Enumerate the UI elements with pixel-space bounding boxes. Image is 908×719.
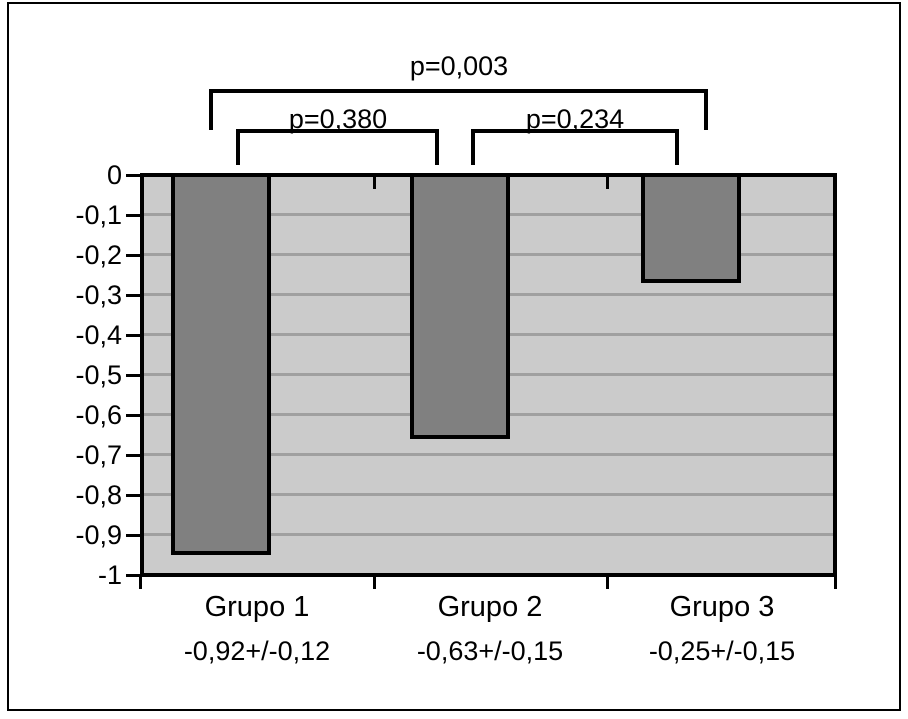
y-axis-tick <box>126 454 140 457</box>
significance-bracket-bar <box>236 129 439 133</box>
category-axis-tick <box>373 177 376 189</box>
y-axis-tick <box>126 574 140 577</box>
y-axis-tick <box>126 374 140 377</box>
p-value-label: p=0,380 <box>288 104 388 134</box>
y-axis-label: -1 <box>97 560 122 590</box>
significance-bracket-bar <box>471 129 679 133</box>
significance-bracket-leg <box>236 129 240 165</box>
category-label-grupo-3: Grupo 3 <box>669 591 775 623</box>
y-axis-label: -0,7 <box>75 440 122 470</box>
gridline <box>144 493 833 496</box>
y-axis-tick <box>126 214 140 217</box>
y-axis-tick <box>126 494 140 497</box>
y-axis-tick <box>126 174 140 177</box>
bar-grupo-1 <box>171 177 271 555</box>
bar-grupo-3 <box>641 177 741 283</box>
y-axis-tick <box>126 254 140 257</box>
category-label-grupo-1: Grupo 1 <box>204 591 310 623</box>
p-value-label: p=0,003 <box>409 51 509 81</box>
y-axis-label: -0,5 <box>75 360 122 390</box>
bar-value-label-grupo-1: -0,92+/-0,12 <box>183 636 331 666</box>
p-value-label: p=0,234 <box>525 104 625 134</box>
x-axis-tick <box>606 577 609 589</box>
bar-grupo-2 <box>410 177 510 439</box>
y-axis-label: -0,4 <box>75 320 122 350</box>
gridline <box>144 453 833 456</box>
x-axis-tick <box>139 577 142 589</box>
figure-border <box>7 2 901 711</box>
y-axis-tick <box>126 414 140 417</box>
bar-value-label-grupo-2: -0,63+/-0,15 <box>416 636 564 666</box>
y-axis-label: -0,2 <box>75 240 122 270</box>
y-axis-tick <box>126 334 140 337</box>
y-axis-label: -0,3 <box>75 280 122 310</box>
y-axis-label: 0 <box>106 160 122 190</box>
significance-bracket-bar <box>209 89 708 93</box>
category-label-grupo-2: Grupo 2 <box>437 591 543 623</box>
bar-value-label-grupo-3: -0,25+/-0,15 <box>648 636 796 666</box>
category-axis-tick <box>606 177 609 189</box>
y-axis-label: -0,1 <box>75 200 122 230</box>
significance-bracket-leg <box>704 89 708 130</box>
significance-bracket-leg <box>675 129 679 165</box>
y-axis-label: -0,9 <box>75 520 122 550</box>
x-axis-tick <box>373 577 376 589</box>
gridline <box>144 533 833 536</box>
significance-bracket-leg <box>471 129 475 165</box>
significance-bracket-leg <box>209 89 213 130</box>
plot-area <box>140 173 837 577</box>
y-axis-tick <box>126 534 140 537</box>
significance-bracket-leg <box>435 129 439 165</box>
y-axis-label: -0,8 <box>75 480 122 510</box>
y-axis-label: -0,6 <box>75 400 122 430</box>
x-axis-tick <box>834 577 837 589</box>
y-axis-tick <box>126 294 140 297</box>
